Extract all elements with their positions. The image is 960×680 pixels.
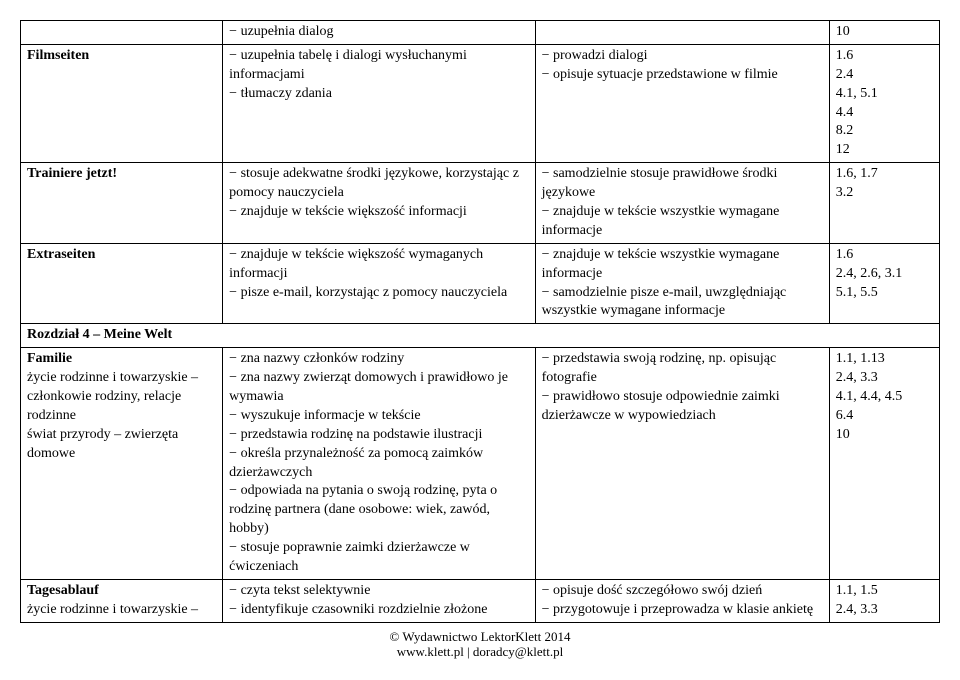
section-header: Rozdział 4 – Meine Welt bbox=[21, 324, 940, 348]
page-footer: © Wydawnictwo LektorKlett 2014 www.klett… bbox=[20, 629, 940, 660]
col-basic: − zna nazwy członków rodziny − zna nazwy… bbox=[223, 348, 535, 580]
col-refs: 10 bbox=[829, 21, 939, 45]
topic-subtitle: życie rodzinne i towarzyskie – bbox=[27, 602, 198, 617]
col-basic: − znajduje w tekście większość wymaganyc… bbox=[223, 243, 535, 324]
topic-title: Filmseiten bbox=[27, 48, 89, 63]
col-refs: 1.6 2.4, 2.6, 3.1 5.1, 5.5 bbox=[829, 243, 939, 324]
table-row: Rozdział 4 – Meine Welt bbox=[21, 324, 940, 348]
col-topic: Filmseiten bbox=[21, 44, 223, 162]
col-topic: Trainiere jetzt! bbox=[21, 163, 223, 244]
col-basic: − uzupełnia dialog bbox=[223, 21, 535, 45]
table-row: Filmseiten − uzupełnia tabelę i dialogi w… bbox=[21, 44, 940, 162]
col-extended: − samodzielnie stosuje prawidłowe środki… bbox=[535, 163, 829, 244]
col-extended: − prowadzi dialogi − opisuje sytuacje pr… bbox=[535, 44, 829, 162]
col-refs: 1.1, 1.5 2.4, 3.3 bbox=[829, 579, 939, 622]
table-row: Tagesablauf życie rodzinne i towarzyskie … bbox=[21, 579, 940, 622]
table-row: − uzupełnia dialog 10 bbox=[21, 21, 940, 45]
col-extended: − opisuje dość szczegółowo swój dzień − … bbox=[535, 579, 829, 622]
table-row: Familie życie rodzinne i towarzyskie – cz… bbox=[21, 348, 940, 580]
footer-contact: www.klett.pl | doradcy@klett.pl bbox=[397, 644, 563, 659]
col-topic: Extraseiten bbox=[21, 243, 223, 324]
topic-title: Familie bbox=[27, 351, 72, 366]
table-row: Trainiere jetzt! − stosuje adekwatne środ… bbox=[21, 163, 940, 244]
curriculum-table: − uzupełnia dialog 10 Filmseiten − uzupełni… bbox=[20, 20, 940, 623]
col-extended: − znajduje w tekście wszystkie wymagane … bbox=[535, 243, 829, 324]
topic-title: Extraseiten bbox=[27, 247, 95, 262]
topic-title: Tagesablauf bbox=[27, 583, 99, 598]
topic-subtitle: życie rodzinne i towarzyskie – członkowi… bbox=[27, 370, 198, 461]
topic-title: Trainiere jetzt! bbox=[27, 166, 117, 181]
col-topic: Tagesablauf życie rodzinne i towarzyskie … bbox=[21, 579, 223, 622]
col-basic: − uzupełnia tabelę i dialogi wysłuchanym… bbox=[223, 44, 535, 162]
col-refs: 1.6 2.4 4.1, 5.1 4.4 8.2 12 bbox=[829, 44, 939, 162]
col-basic: − czyta tekst selektywnie − identyfikuje… bbox=[223, 579, 535, 622]
col-basic: − stosuje adekwatne środki językowe, kor… bbox=[223, 163, 535, 244]
col-topic bbox=[21, 21, 223, 45]
col-refs: 1.6, 1.7 3.2 bbox=[829, 163, 939, 244]
footer-copyright: © Wydawnictwo LektorKlett 2014 bbox=[389, 629, 570, 644]
col-extended: − przedstawia swoją rodzinę, np. opisują… bbox=[535, 348, 829, 580]
col-topic: Familie życie rodzinne i towarzyskie – cz… bbox=[21, 348, 223, 580]
col-refs: 1.1, 1.13 2.4, 3.3 4.1, 4.4, 4.5 6.4 10 bbox=[829, 348, 939, 580]
table-row: Extraseiten − znajduje w tekście większoś… bbox=[21, 243, 940, 324]
col-extended bbox=[535, 21, 829, 45]
